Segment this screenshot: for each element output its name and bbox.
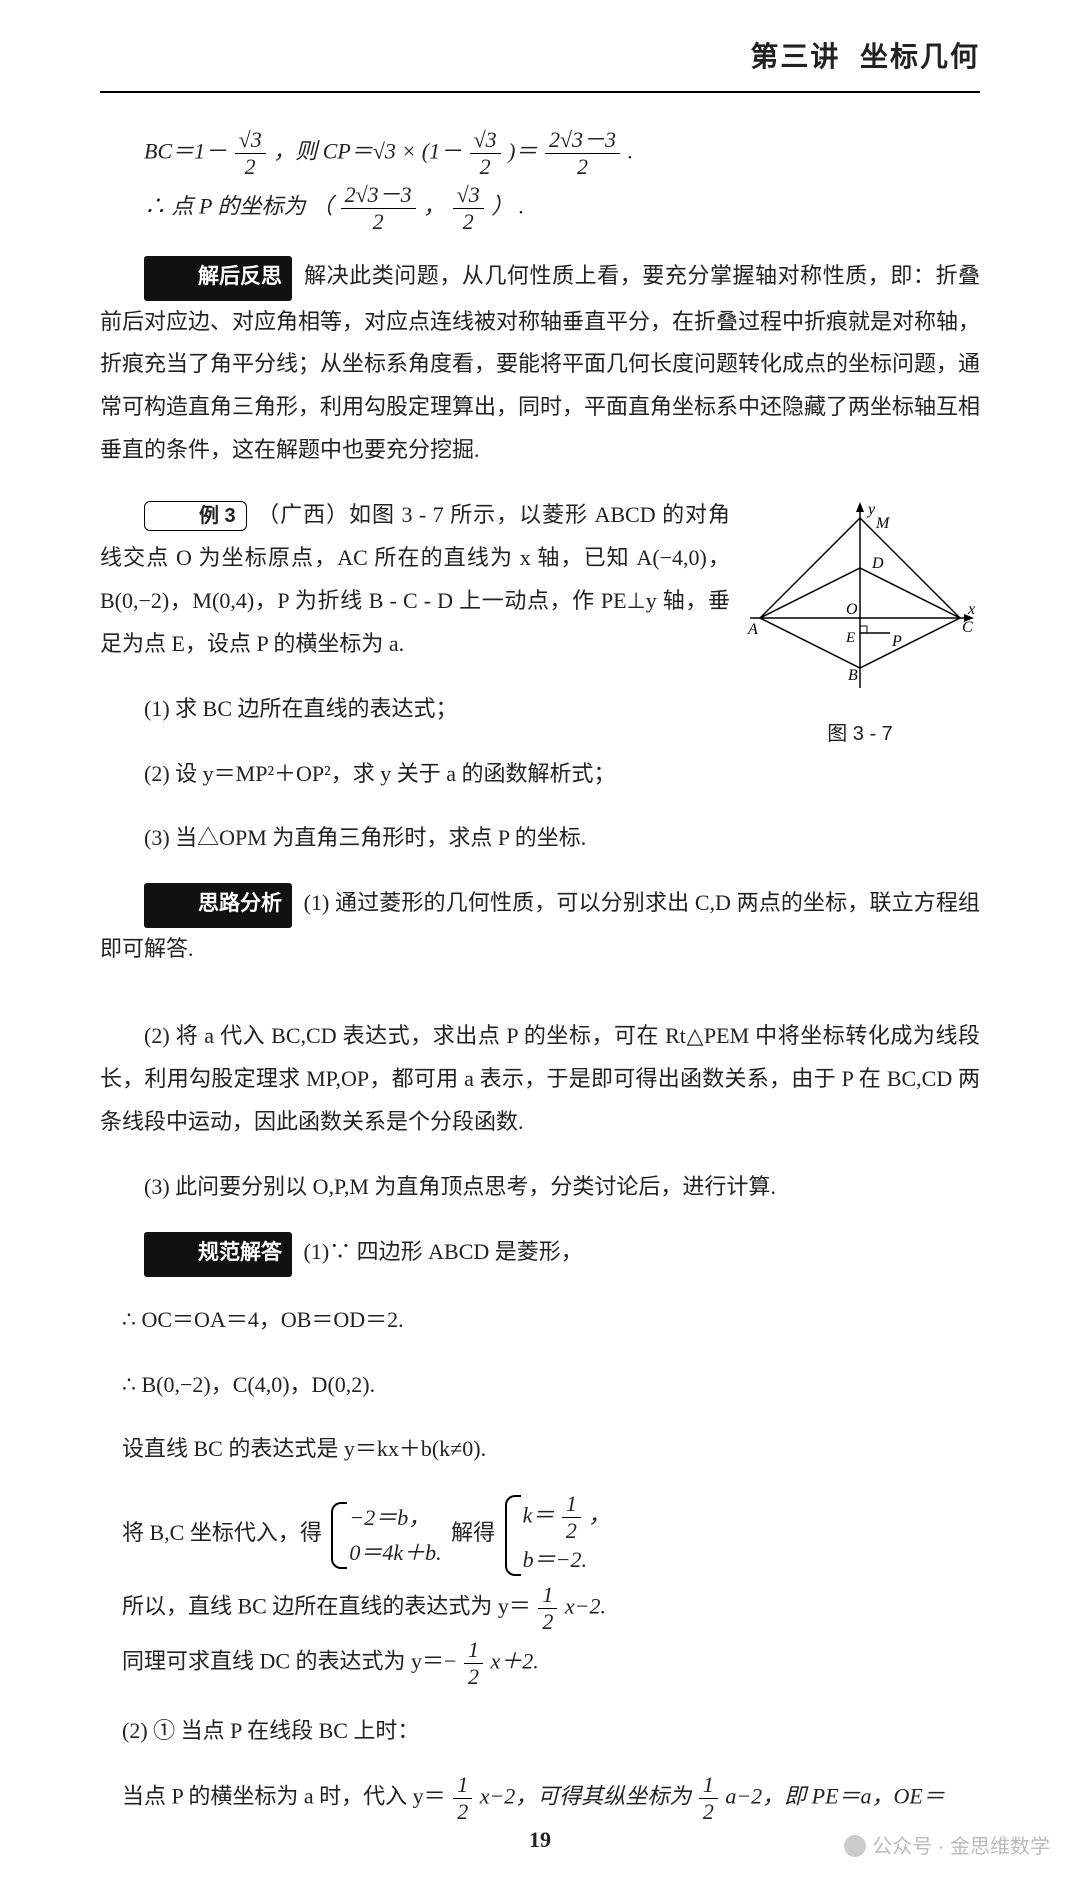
f2d: 2 [470, 154, 501, 178]
s7n: 1 [464, 1639, 483, 1664]
s9n1: 1 [453, 1774, 472, 1799]
solve-l2: ∴ OC＝OA＝4，OB＝OD＝2. [100, 1299, 980, 1342]
f2n: √3 [470, 129, 501, 154]
tm1b: ，则 CP＝√3 × [273, 138, 416, 163]
watermark-text: 公众号 · 金思维数学 [872, 1836, 1050, 1858]
tm2b: . [519, 193, 525, 218]
svg-text:P: P [891, 633, 902, 650]
lecture-title: 坐标几何 [860, 41, 980, 72]
tm1a: BC＝1－ [144, 138, 227, 163]
f1d: 2 [235, 154, 266, 178]
svg-text:M: M [875, 515, 891, 532]
example3-q3: (3) 当△OPM 为直角三角形时，求点 P 的坐标. [100, 817, 980, 860]
solve-t1: (1)∵ 四边形 ABCD 是菱形， [304, 1239, 583, 1264]
svg-text:O: O [846, 601, 858, 618]
tm1e: . [628, 138, 634, 163]
s6a: 所以，直线 BC 边所在直线的表达式为 y＝ [122, 1593, 531, 1618]
f3d: 2 [545, 154, 620, 178]
s7b: x＋2. [490, 1648, 538, 1673]
tm1c: (1－ [422, 138, 462, 163]
top-math-line1: BC＝1－ √32 ，则 CP＝√3 × (1－ √32 )＝ 2√3－32 . [144, 129, 980, 178]
diagram-svg: y M D A O C x E P B [740, 498, 980, 698]
reflect-paragraph: 解后反思 解决此类问题，从几何性质上看，要充分掌握轴对称性质，即：折叠前后对应边… [100, 255, 980, 473]
analysis-p2: (2) 将 a 代入 BC,CD 表达式，求出点 P 的坐标，可在 Rt△PEM… [100, 1015, 980, 1144]
page-header: 第三讲 坐标几何 [100, 30, 980, 93]
reflect-tag: 解后反思 [144, 256, 292, 301]
svg-text:C: C [962, 619, 973, 636]
f4d: 2 [341, 209, 416, 233]
solve-l7: 同理可求直线 DC 的表达式为 y＝− 12 x＋2. [122, 1639, 980, 1688]
page: 第三讲 坐标几何 BC＝1－ √32 ，则 CP＝√3 × (1－ √32 )＝… [0, 0, 1080, 1889]
svg-text:B: B [848, 667, 858, 684]
s9b: x−2，可得其纵坐标为 [480, 1784, 692, 1809]
s9n2: 1 [699, 1774, 718, 1799]
s7d: 2 [464, 1664, 483, 1688]
solve-l4: 设直线 BC 的表达式是 y＝kx＋b(k≠0). [100, 1428, 980, 1471]
tm2a: ∴ 点 P 的坐标为 [144, 193, 306, 218]
solve-tag: 规范解答 [144, 1232, 292, 1277]
top-math-line2: ∴ 点 P 的坐标为 （ 2√3－32 ， √32 ） . [144, 184, 980, 233]
f1n: √3 [235, 129, 266, 154]
sys2r1a: k＝ [523, 1503, 555, 1528]
wechat-icon [844, 1835, 866, 1857]
solve-l1: 规范解答 (1)∵ 四边形 ABCD 是菱形， [100, 1231, 980, 1277]
svg-text:x: x [967, 601, 975, 618]
solve-l5: 将 B,C 坐标代入，得 −2＝b， 0＝4k＋b. 解得 k＝ 12 ， b＝… [122, 1493, 980, 1577]
s5a: 将 B,C 坐标代入，得 [122, 1520, 322, 1545]
svg-text:D: D [871, 555, 884, 572]
svg-text:E: E [845, 630, 855, 646]
lecture-number: 第三讲 [750, 41, 840, 72]
analysis-tag: 思路分析 [144, 883, 292, 928]
s7a: 同理可求直线 DC 的表达式为 y＝− [122, 1648, 456, 1673]
analysis-p1: 思路分析 (1) 通过菱形的几何性质，可以分别求出 C,D 两点的坐标，联立方程… [100, 882, 980, 971]
svg-text:A: A [747, 621, 758, 638]
s6n: 1 [538, 1584, 557, 1609]
solve-l3: ∴ B(0,−2)，C(4,0)，D(0,2). [100, 1364, 980, 1407]
solve-l6: 所以，直线 BC 边所在直线的表达式为 y＝ 12 x−2. [122, 1584, 980, 1633]
sys2r1b: ， [588, 1503, 610, 1528]
sys1r2: 0＝4k＋b. [349, 1535, 441, 1570]
watermark: 公众号 · 金思维数学 [844, 1828, 1050, 1867]
solve-l8: (2) ① 当点 P 在线段 BC 上时： [100, 1710, 980, 1753]
figure-3-7: y M D A O C x E P B 图 3 - 7 [740, 498, 980, 754]
example3-q2: (2) 设 y＝MP²＋OP²，求 y 关于 a 的函数解析式； [100, 753, 980, 796]
s9c: a−2，即 PE＝a，OE＝ [725, 1784, 945, 1809]
s6b: x−2. [565, 1593, 606, 1618]
sys1r1: −2＝b， [349, 1500, 441, 1535]
analysis-p3: (3) 此问要分别以 O,P,M 为直角顶点思考，分类讨论后，进行计算. [100, 1166, 980, 1209]
s9a: 当点 P 的横坐标为 a 时，代入 y＝ [122, 1784, 446, 1809]
s6d: 2 [538, 1609, 557, 1633]
f4n: 2√3－3 [341, 184, 416, 209]
sys2d: 2 [562, 1518, 581, 1542]
svg-text:y: y [866, 501, 876, 518]
s5b: 解得 [451, 1520, 495, 1545]
solve-l9: 当点 P 的横坐标为 a 时，代入 y＝ 12 x−2，可得其纵坐标为 12 a… [122, 1774, 980, 1823]
f5n: √3 [453, 184, 484, 209]
sys2n: 1 [562, 1493, 581, 1518]
f3n: 2√3－3 [545, 129, 620, 154]
f5d: 2 [453, 209, 484, 233]
figure-caption: 图 3 - 7 [740, 715, 980, 754]
tm1d: )＝ [508, 138, 537, 163]
sys2r2: b＝−2. [523, 1542, 611, 1577]
example3-tag: 例 3 [144, 501, 247, 531]
